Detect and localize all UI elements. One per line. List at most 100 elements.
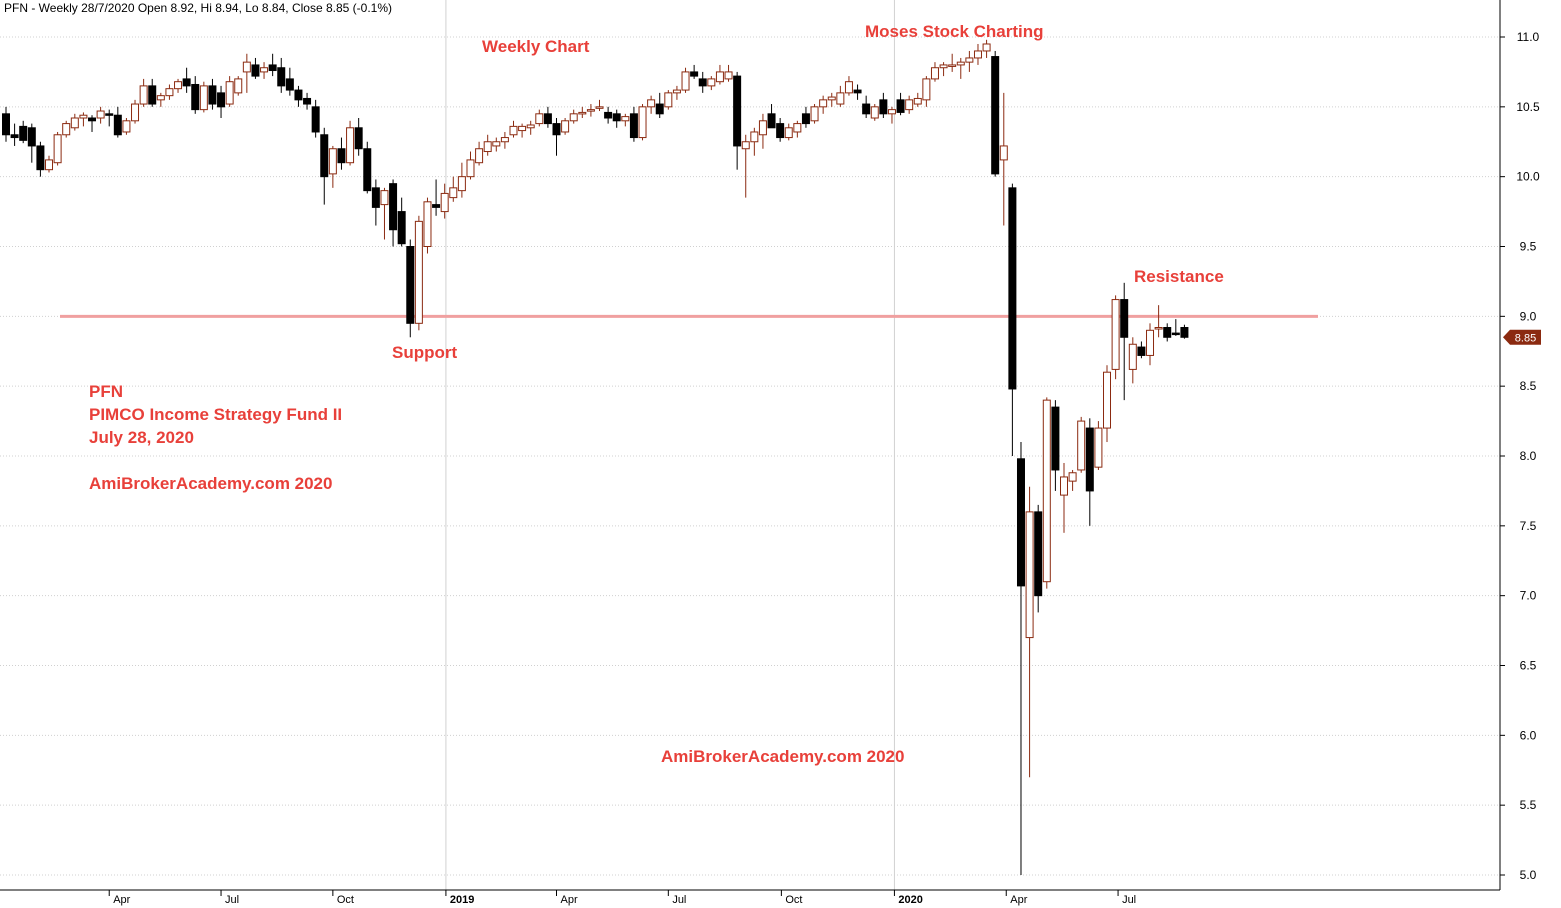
candle-body-down	[1085, 427, 1094, 492]
x-tick-label: Apr	[1010, 894, 1027, 906]
candle	[449, 176, 458, 202]
candle	[53, 131, 62, 166]
candle-body-up	[793, 123, 802, 133]
candle	[698, 71, 707, 93]
candle	[1077, 416, 1086, 473]
candle-body-down	[285, 78, 294, 91]
candle	[690, 64, 699, 79]
candle-body-up	[948, 64, 957, 67]
candle	[1085, 418, 1094, 526]
candle-body-down	[896, 99, 905, 113]
candle	[853, 84, 862, 100]
candle	[182, 67, 191, 93]
candle-body-up	[664, 92, 673, 108]
x-tick-label: Jul	[672, 894, 686, 906]
candle-body-up	[53, 134, 62, 164]
candle-body-up	[784, 127, 793, 139]
candle-body-down	[191, 83, 200, 111]
candle-body-up	[1154, 327, 1163, 330]
candle	[905, 95, 914, 114]
watermark-text: AmiBrokerAcademy.com 2020	[661, 747, 905, 766]
candle-body-up	[930, 67, 939, 80]
candle	[844, 76, 853, 96]
candle-body-down	[604, 111, 613, 119]
candle-body-up	[96, 110, 105, 119]
candle-body-up	[475, 148, 484, 164]
candle	[2, 106, 10, 142]
candle-body-up	[1059, 476, 1068, 496]
candle	[45, 155, 54, 173]
candle	[294, 85, 303, 107]
candle	[62, 120, 71, 138]
candle	[492, 137, 501, 152]
candle	[113, 106, 122, 138]
candle-body-down	[1034, 511, 1043, 597]
candle	[475, 141, 484, 166]
candle	[432, 179, 441, 216]
candle	[612, 109, 621, 128]
y-tick-label: 5.0	[1520, 868, 1537, 882]
candlestick-series	[2, 39, 1189, 875]
moses-stock-charting-annotation: Moses Stock Charting	[865, 22, 1044, 41]
candle-body-up	[999, 145, 1008, 161]
ticker-label: PFN	[89, 382, 123, 401]
candle	[156, 92, 165, 107]
candle	[165, 84, 174, 100]
candle-body-down	[853, 89, 862, 94]
candle	[483, 134, 492, 156]
candle-body-up	[518, 125, 527, 132]
candle	[346, 120, 355, 166]
candle-body-up	[449, 187, 458, 199]
candle	[466, 151, 475, 180]
candle	[939, 62, 948, 77]
candle	[423, 197, 432, 254]
y-tick-label: 9.0	[1520, 309, 1537, 323]
candle-body-up	[79, 114, 88, 119]
candle-body-up	[1111, 299, 1120, 370]
candle	[139, 78, 148, 107]
candle	[1034, 504, 1043, 613]
candle-body-down	[879, 99, 888, 115]
candle-body-up	[595, 106, 604, 109]
candle	[767, 104, 776, 129]
candle-body-up	[165, 88, 174, 97]
candle-body-up	[260, 67, 269, 73]
candle-body-down	[19, 125, 28, 141]
resistance-annotation: Resistance	[1134, 267, 1224, 286]
candle-body-up	[741, 141, 750, 150]
candle-body-down	[27, 127, 36, 147]
candle	[70, 113, 79, 131]
candle-body-down	[1163, 327, 1172, 338]
site-label: AmiBrokerAcademy.com 2020	[89, 474, 333, 493]
candle	[758, 113, 767, 149]
candle	[819, 95, 828, 114]
candle	[535, 109, 544, 127]
x-tick-label: Jul	[225, 894, 239, 906]
candle	[715, 64, 724, 85]
candle-body-up	[199, 85, 208, 111]
x-tick-label: Jul	[1122, 894, 1136, 906]
candle-body-down	[363, 148, 372, 192]
candle	[638, 104, 647, 141]
candle	[776, 118, 785, 142]
candle-body-down	[88, 117, 97, 122]
x-tick-label: Oct	[785, 894, 802, 906]
candle-body-down	[1171, 332, 1180, 336]
y-tick-label: 11.0	[1517, 30, 1540, 44]
candle-body-down	[655, 103, 664, 115]
candle	[268, 53, 277, 77]
candle	[879, 92, 888, 119]
candle-body-down	[776, 123, 785, 139]
candle-body-down	[406, 246, 415, 324]
candle-body-up	[939, 64, 948, 69]
candle-body-up	[500, 137, 509, 143]
y-tick-label: 10.5	[1516, 100, 1540, 114]
candle	[131, 99, 140, 124]
x-tick-label: Apr	[113, 894, 130, 906]
candle-body-down	[268, 64, 277, 72]
candle-body-up	[750, 131, 759, 143]
candle	[234, 76, 243, 96]
candle	[672, 85, 681, 100]
y-tick-label: 9.5	[1520, 240, 1537, 254]
